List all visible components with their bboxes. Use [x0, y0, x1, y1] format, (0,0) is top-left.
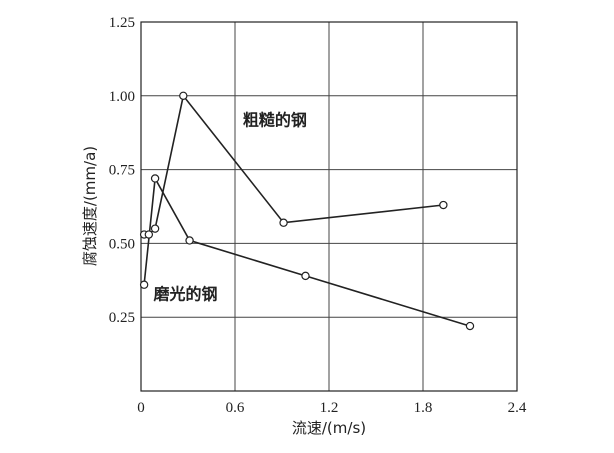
- y-tick-label: 1.25: [109, 15, 135, 31]
- data-point-s1: [150, 224, 160, 233]
- grid: [141, 22, 517, 391]
- x-tick-label: 1.8: [414, 400, 433, 416]
- y-axis-label: 腐蚀速度/(mm/a): [81, 146, 99, 266]
- series-group: [139, 91, 475, 331]
- x-tick-labels: 0 0.6 1.2 1.8 2.4: [137, 400, 527, 416]
- x-tick-label: 0: [137, 400, 145, 416]
- x-axis-label: 流速/(m/s): [292, 419, 366, 437]
- x-tick-label: 1.2: [320, 400, 339, 416]
- x-tick-label: 0.6: [226, 400, 245, 416]
- plot-frame: [140, 21, 518, 392]
- x-tick-label: 2.4: [508, 400, 527, 416]
- series-line-2: [143, 175, 471, 327]
- y-tick-label: 0.50: [109, 236, 135, 252]
- y-tick-label: 0.25: [109, 310, 135, 326]
- data-point-s2: [150, 174, 160, 183]
- data-point-s2: [301, 271, 310, 281]
- series-annotation: 粗糙的钢: [243, 110, 307, 129]
- data-point-s1: [439, 200, 448, 210]
- y-tick-labels: 0.25 0.50 0.75 1.00 1.25: [109, 15, 135, 326]
- series-annotation: 磨光的钢: [154, 284, 218, 303]
- data-point-s1: [179, 91, 188, 101]
- data-point-s1: [279, 218, 288, 227]
- data-point-s2: [465, 321, 475, 331]
- y-tick-label: 0.75: [109, 163, 135, 179]
- y-tick-label: 1.00: [109, 89, 135, 105]
- data-point-s2: [139, 280, 149, 289]
- data-point-s2: [185, 236, 194, 245]
- data-point-s1: [144, 230, 154, 239]
